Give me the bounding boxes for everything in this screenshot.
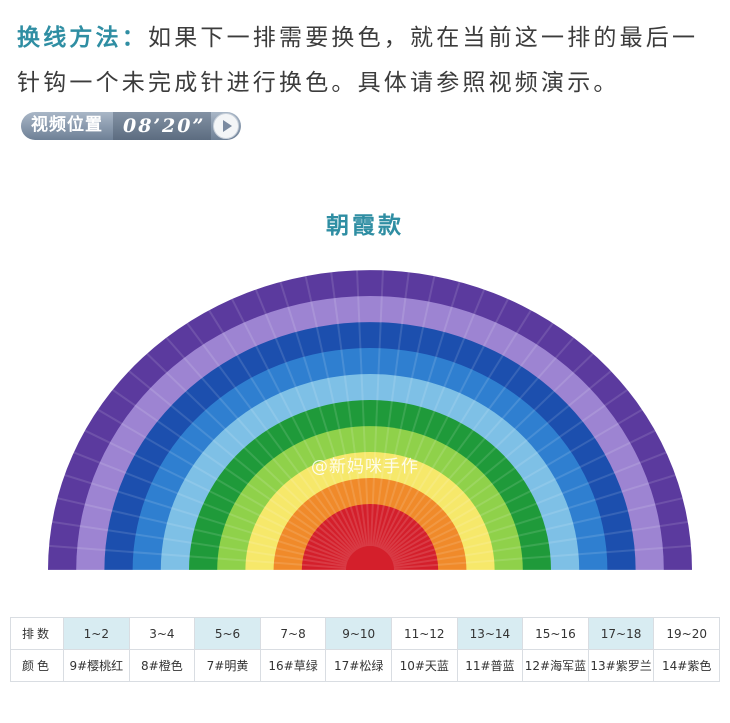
- stitch-texture-line: [57, 497, 347, 566]
- stitch-texture-line: [379, 298, 509, 549]
- table-cell-color: 13#紫罗兰: [587, 649, 655, 682]
- stitch-texture-line: [375, 281, 461, 548]
- intro-lead: 换线方法：: [17, 25, 148, 51]
- stitch-texture-line: [384, 336, 575, 553]
- stitch-texture-line: [254, 289, 363, 548]
- stitch-texture-line: [388, 388, 628, 557]
- stitch-texture-line: [73, 451, 349, 562]
- stitch-texture-line: [373, 275, 436, 547]
- row-label-rows: 排数: [10, 617, 64, 650]
- stitch-texture-line: [231, 298, 361, 549]
- stitch-texture-line: [393, 497, 683, 566]
- play-icon[interactable]: [213, 112, 240, 139]
- table-cell-color: 8#橙色: [128, 649, 196, 682]
- table-cell-rows: 3~4: [128, 617, 196, 650]
- stitch-texture-line: [186, 322, 358, 551]
- watermark-text: @新妈咪手作: [311, 457, 419, 477]
- stitch-texture-line: [393, 544, 692, 570]
- stitch-texture-line: [381, 309, 532, 550]
- stitch-texture-line: [208, 309, 359, 550]
- stitch-texture-line: [165, 336, 356, 553]
- stitch-texture-line: [64, 474, 348, 564]
- stitch-texture-line: [371, 272, 410, 547]
- stitch-texture-line: [392, 474, 676, 564]
- row-label-colors: 颜色: [10, 649, 64, 682]
- table-cell-rows: 17~18: [587, 617, 655, 650]
- stitch-texture-line: [279, 281, 365, 548]
- table-cell-color: 7#明黄: [194, 649, 261, 682]
- table-cell-rows: 15~16: [522, 617, 589, 650]
- stitch-texture-line: [146, 352, 355, 554]
- stitch-texture-line: [390, 429, 656, 560]
- stitch-texture-line: [48, 544, 347, 570]
- intro-body: 如果下一排需要换色，就在当前这一排的最后一针钩一个未完成针进行换色。具体请参照视…: [17, 25, 699, 96]
- stitch-texture-line: [128, 370, 353, 555]
- table-cell-color: 11#普蓝: [456, 649, 524, 682]
- stitch-texture-line: [382, 322, 554, 551]
- table-cell-color: 14#紫色: [653, 649, 720, 682]
- table-cell-color: 9#樱桃红: [63, 649, 130, 682]
- table-cell-rows: 1~2: [63, 617, 130, 650]
- stitch-texture-line: [369, 270, 384, 547]
- stitch-texture-line: [393, 520, 688, 568]
- rug-band: [301, 504, 439, 570]
- video-timestamp: 08’20”: [113, 111, 212, 140]
- stitch-texture-line: [389, 408, 643, 559]
- stitch-texture-line: [304, 275, 367, 547]
- stitch-texture-line: [84, 429, 350, 560]
- table-cell-rows: 11~12: [390, 617, 458, 650]
- table-cell-rows: 9~10: [325, 617, 392, 650]
- stitch-texture-line: [97, 408, 351, 559]
- table-cell-rows: 5~6: [194, 617, 261, 650]
- stitch-texture-line: [356, 270, 371, 547]
- table-cell-color: 12#海军蓝: [522, 649, 589, 682]
- table-cell-rows: 19~20: [653, 617, 720, 650]
- video-position-label: 视频位置: [31, 115, 103, 135]
- video-position-badge[interactable]: 视频位置 08’20”: [21, 111, 242, 140]
- table-cell-rows: 13~14: [456, 617, 524, 650]
- style-title: 朝霞款: [326, 213, 404, 239]
- stitch-texture-line: [330, 272, 369, 547]
- stitch-texture-line: [377, 289, 486, 548]
- intro-paragraph: 换线方法：如果下一排需要换色，就在当前这一排的最后一针钩一个未完成针进行换色。具…: [17, 16, 722, 151]
- table-cell-color: 10#天蓝: [390, 649, 458, 682]
- table-cell-rows: 7~8: [259, 617, 327, 650]
- rainbow-rug-image: [48, 270, 692, 571]
- table-row-rows: 排数 1~2 3~4 5~6 7~8 9~10 11~12 13~14 15~16 17~18 1…: [10, 617, 720, 650]
- stitch-texture-line: [385, 352, 594, 554]
- stitch-texture-line: [391, 451, 667, 562]
- color-table: 排数 1~2 3~4 5~6 7~8 9~10 11~12 13~14 15~16 17~18 1…: [10, 617, 720, 682]
- stitch-texture-line: [112, 388, 352, 557]
- table-cell-color: 17#松绿: [325, 649, 392, 682]
- table-row-colors: 颜色 9#樱桃红 8#橙色 7#明黄 16#草绿 17#松绿 10#天蓝 11#普蓝 12#海…: [10, 649, 720, 682]
- table-cell-color: 16#草绿: [259, 649, 327, 682]
- stitch-texture-line: [52, 520, 347, 568]
- stitch-texture-line: [387, 370, 612, 555]
